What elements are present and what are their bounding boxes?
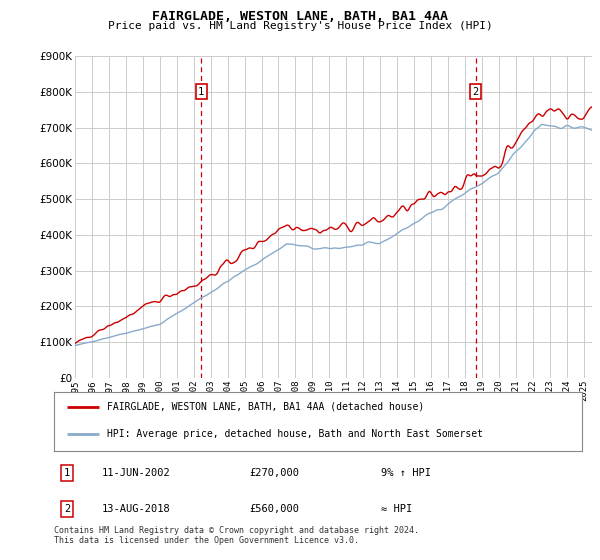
Text: 2: 2 (64, 504, 70, 514)
Text: 9% ↑ HPI: 9% ↑ HPI (382, 468, 431, 478)
Text: HPI: Average price, detached house, Bath and North East Somerset: HPI: Average price, detached house, Bath… (107, 430, 483, 440)
Text: This data is licensed under the Open Government Licence v3.0.: This data is licensed under the Open Gov… (54, 536, 359, 545)
Text: 11-JUN-2002: 11-JUN-2002 (101, 468, 170, 478)
Text: 2: 2 (472, 87, 479, 97)
Text: 13-AUG-2018: 13-AUG-2018 (101, 504, 170, 514)
Text: £270,000: £270,000 (250, 468, 299, 478)
Text: FAIRGLADE, WESTON LANE, BATH, BA1 4AA (detached house): FAIRGLADE, WESTON LANE, BATH, BA1 4AA (d… (107, 402, 424, 412)
Text: Contains HM Land Registry data © Crown copyright and database right 2024.: Contains HM Land Registry data © Crown c… (54, 526, 419, 535)
Text: FAIRGLADE, WESTON LANE, BATH, BA1 4AA: FAIRGLADE, WESTON LANE, BATH, BA1 4AA (152, 10, 448, 23)
Text: Price paid vs. HM Land Registry's House Price Index (HPI): Price paid vs. HM Land Registry's House … (107, 21, 493, 31)
Text: £560,000: £560,000 (250, 504, 299, 514)
Text: 1: 1 (198, 87, 205, 97)
Text: 1: 1 (64, 468, 70, 478)
Text: ≈ HPI: ≈ HPI (382, 504, 413, 514)
